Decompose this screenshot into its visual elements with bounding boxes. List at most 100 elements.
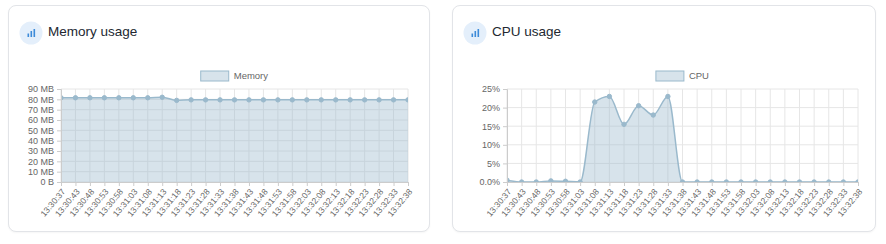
grid bbox=[61, 89, 408, 182]
x-tick-mark bbox=[263, 182, 264, 186]
legend-swatch[interactable] bbox=[656, 71, 684, 81]
x-tick-mark bbox=[133, 182, 134, 186]
y-tick: 25% bbox=[482, 84, 507, 94]
chart-title: CPU usage bbox=[492, 24, 561, 39]
point[interactable] bbox=[232, 98, 236, 102]
point[interactable] bbox=[334, 98, 338, 102]
y-tick: 90 MB bbox=[28, 84, 61, 94]
point[interactable] bbox=[391, 98, 395, 102]
point[interactable] bbox=[73, 96, 77, 100]
point[interactable] bbox=[534, 180, 538, 182]
x-tick: 13:32:38 bbox=[835, 182, 864, 219]
y-tick: 10% bbox=[482, 140, 507, 150]
y-tick-mark bbox=[57, 99, 61, 100]
point[interactable] bbox=[305, 98, 309, 102]
point[interactable] bbox=[377, 98, 381, 102]
point[interactable] bbox=[406, 98, 408, 102]
point[interactable] bbox=[753, 180, 757, 182]
point[interactable] bbox=[146, 96, 150, 100]
grid-line-x bbox=[580, 89, 581, 182]
point[interactable] bbox=[276, 98, 280, 102]
point[interactable] bbox=[593, 100, 597, 104]
point[interactable] bbox=[651, 113, 655, 117]
chart-svg: 0.0%5%10%15%20%25%13:30:3713:30:4313:30:… bbox=[453, 6, 875, 231]
point[interactable] bbox=[724, 180, 728, 182]
point[interactable] bbox=[797, 180, 801, 182]
point[interactable] bbox=[841, 180, 845, 182]
x-axis: 13:30:3713:30:4313:30:4813:30:5313:30:58… bbox=[38, 182, 414, 219]
grid-line-x bbox=[814, 89, 815, 182]
icon-bar bbox=[472, 34, 474, 38]
point[interactable] bbox=[362, 98, 366, 102]
x-tick-mark bbox=[522, 182, 523, 186]
legend-swatch[interactable] bbox=[201, 71, 229, 81]
point[interactable] bbox=[160, 95, 164, 99]
area bbox=[61, 97, 408, 182]
x-tick-mark bbox=[148, 182, 149, 186]
y-tick-mark bbox=[57, 130, 61, 131]
point[interactable] bbox=[695, 180, 699, 182]
y-tick-mark bbox=[57, 161, 61, 162]
x-axis-line bbox=[62, 183, 409, 187]
point[interactable] bbox=[319, 98, 323, 102]
icon-bg bbox=[464, 22, 487, 45]
point[interactable] bbox=[88, 96, 92, 100]
y-tick-mark bbox=[503, 145, 507, 146]
point[interactable] bbox=[174, 98, 178, 102]
chart-card: 0 B10 MB20 MB30 MB40 MB50 MB60 MB70 MB80… bbox=[8, 5, 430, 232]
grid-line-x bbox=[755, 89, 756, 182]
y-tick: 0 B bbox=[40, 177, 61, 187]
plot-area bbox=[61, 95, 408, 182]
point[interactable] bbox=[739, 180, 743, 182]
point[interactable] bbox=[666, 94, 670, 98]
area bbox=[507, 96, 858, 182]
point[interactable] bbox=[189, 98, 193, 102]
point[interactable] bbox=[563, 179, 567, 182]
x-tick-mark bbox=[507, 182, 508, 186]
legend: CPU bbox=[656, 70, 709, 81]
y-tick: 70 MB bbox=[28, 105, 61, 115]
legend-label[interactable]: CPU bbox=[689, 70, 709, 81]
point[interactable] bbox=[218, 98, 222, 102]
point[interactable] bbox=[203, 98, 207, 102]
chart-title: Memory usage bbox=[48, 24, 137, 39]
y-tick-label: 0.0% bbox=[479, 177, 500, 187]
grid-line-x bbox=[843, 89, 844, 182]
point[interactable] bbox=[247, 98, 251, 102]
x-tick-mark bbox=[566, 182, 567, 186]
point[interactable] bbox=[622, 122, 626, 126]
grid-line-x bbox=[858, 89, 859, 182]
point[interactable] bbox=[812, 180, 816, 182]
legend: Memory bbox=[201, 70, 269, 81]
plot-area bbox=[507, 94, 858, 182]
grid-line-x bbox=[682, 89, 683, 182]
point[interactable] bbox=[348, 98, 352, 102]
point[interactable] bbox=[549, 179, 553, 182]
point[interactable] bbox=[102, 96, 106, 100]
x-tick-mark bbox=[668, 182, 669, 186]
x-tick-mark bbox=[394, 182, 395, 186]
point[interactable] bbox=[519, 180, 523, 182]
point[interactable] bbox=[290, 98, 294, 102]
point[interactable] bbox=[768, 180, 772, 182]
y-tick-label: 25% bbox=[482, 84, 500, 94]
x-tick: 13:32:38 bbox=[385, 182, 414, 219]
point[interactable] bbox=[783, 180, 787, 182]
point[interactable] bbox=[607, 94, 611, 98]
legend-label[interactable]: Memory bbox=[234, 70, 269, 81]
point[interactable] bbox=[578, 180, 582, 182]
x-tick-mark bbox=[249, 182, 250, 186]
point[interactable] bbox=[680, 180, 684, 182]
point[interactable] bbox=[856, 180, 858, 182]
x-tick-mark bbox=[697, 182, 698, 186]
x-tick-mark bbox=[551, 182, 552, 186]
point[interactable] bbox=[261, 98, 265, 102]
point[interactable] bbox=[131, 96, 135, 100]
point[interactable] bbox=[710, 180, 714, 182]
y-tick-label: 15% bbox=[482, 122, 500, 132]
y-axis: 0 B10 MB20 MB30 MB40 MB50 MB60 MB70 MB80… bbox=[28, 84, 62, 187]
point[interactable] bbox=[636, 104, 640, 108]
y-tick: 50 MB bbox=[28, 126, 61, 136]
point[interactable] bbox=[117, 96, 121, 100]
point[interactable] bbox=[827, 180, 831, 182]
